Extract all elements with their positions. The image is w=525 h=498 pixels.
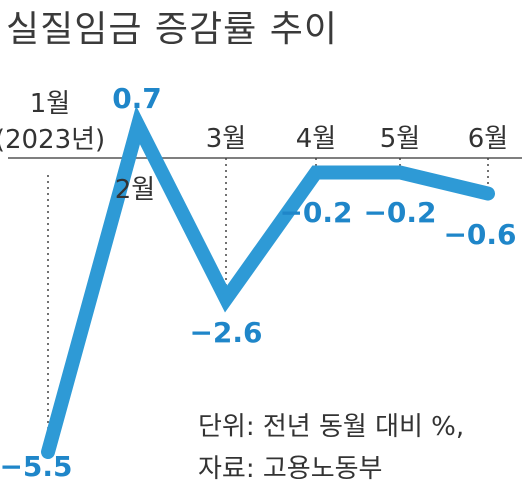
category-label-line: 1월 xyxy=(30,89,70,119)
category-label-line: 6월 xyxy=(468,124,508,154)
category-label-line: 3월 xyxy=(206,124,246,154)
category-label-5: 5월 xyxy=(380,124,420,154)
category-label-line: 4월 xyxy=(296,124,336,154)
category-label-line: (2023년) xyxy=(0,125,105,155)
category-label-1: 1월 (2023년) xyxy=(0,89,105,155)
chart-title: 실질임금 증감률 추이 xyxy=(6,9,338,50)
value-label-5: −0.2 xyxy=(363,196,436,229)
data-point-4 xyxy=(310,166,322,179)
data-point-5 xyxy=(394,166,406,179)
data-point-6 xyxy=(482,187,494,200)
source-note: 자료: 고용노동부 xyxy=(198,454,383,484)
value-label-1: −5.5 xyxy=(0,450,73,483)
category-label-6: 6월 xyxy=(468,124,508,154)
category-label-line: 5월 xyxy=(380,124,420,154)
value-label-6: −0.6 xyxy=(443,218,516,251)
unit-note: 단위: 전년 동월 대비 %, xyxy=(198,412,465,442)
value-label-3: −2.6 xyxy=(189,316,262,349)
series-line xyxy=(41,105,495,459)
value-label-4: −0.2 xyxy=(279,196,352,229)
category-label-3: 3월 xyxy=(206,124,246,154)
category-label-4: 4월 xyxy=(296,124,336,154)
data-point-2 xyxy=(132,119,144,131)
category-label-line: 2월 xyxy=(115,175,155,205)
value-label-2: 0.7 xyxy=(112,82,162,115)
category-label-2: 2월 xyxy=(115,175,155,205)
data-point-3 xyxy=(220,293,232,306)
data-point-1 xyxy=(42,446,54,458)
